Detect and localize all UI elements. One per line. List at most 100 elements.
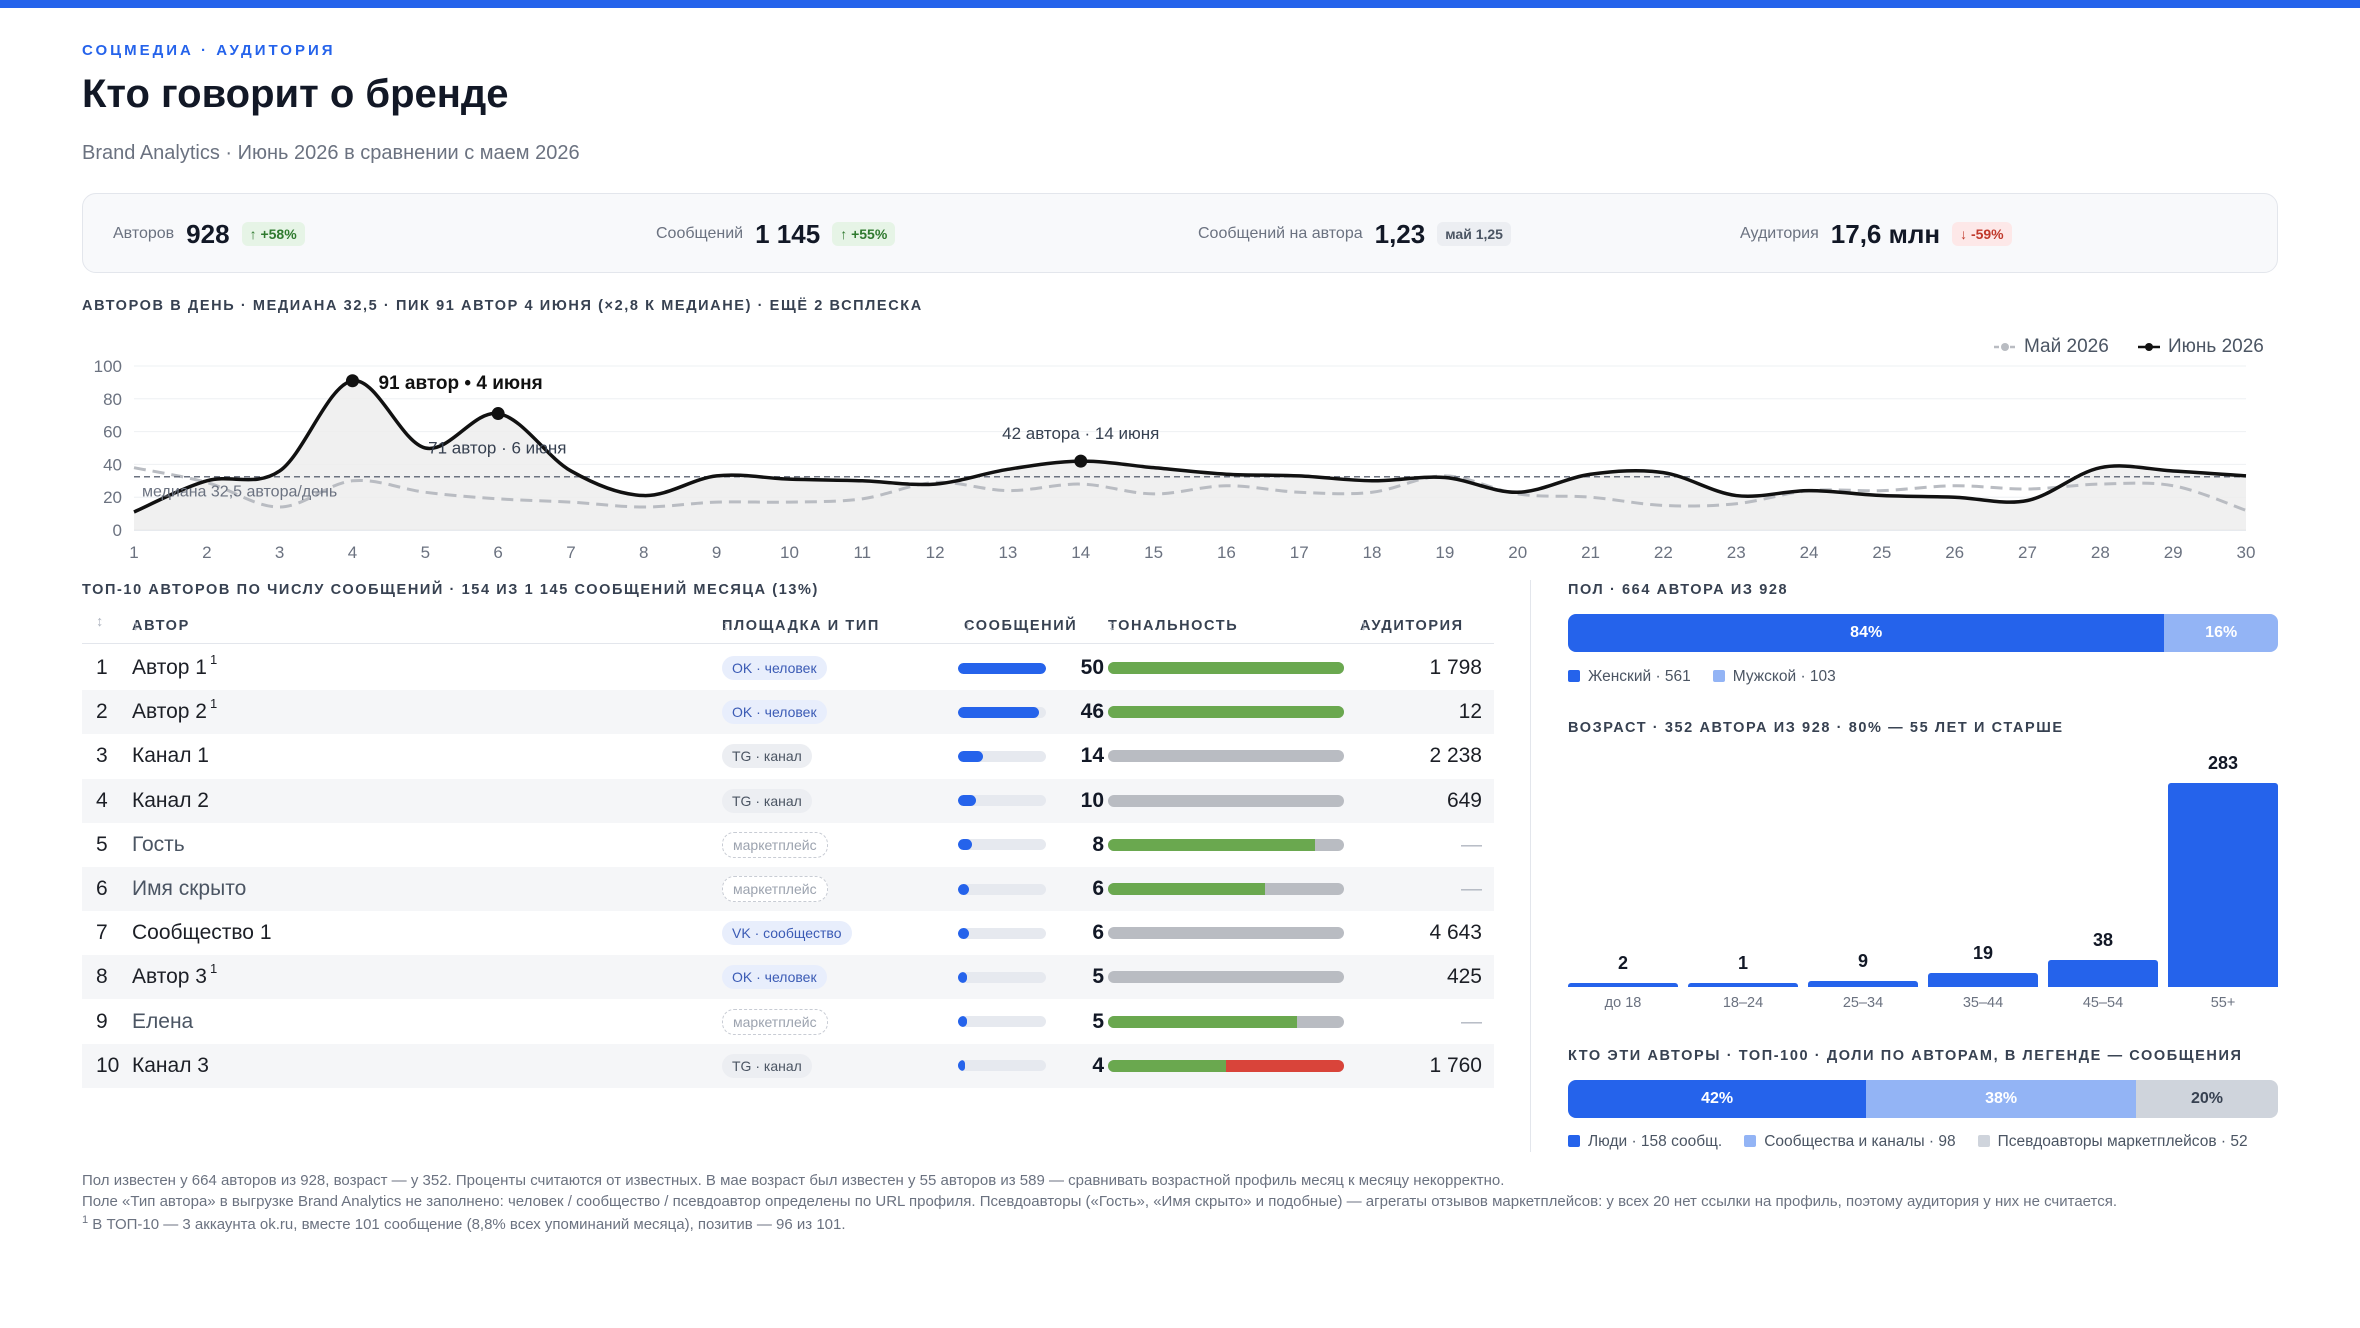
table-row[interactable]: 4 Канал 2 TG · канал 10 649 (82, 778, 1494, 823)
x-tick-label: 11 (853, 543, 871, 562)
gender-heading: ПОЛ · 664 АВТОРА ИЗ 928 (1568, 582, 1789, 598)
legend-june: Июнь 2026 (2138, 336, 2264, 358)
row-rank: 9 (96, 1009, 108, 1033)
kpi-messages: Сообщений 1 145 ↑ +55% (656, 194, 896, 274)
row-messages-bar (958, 911, 1046, 955)
x-tick-label: 16 (1217, 543, 1236, 562)
table-row[interactable]: 2 Автор 2 1 OK · человек 46 12 (82, 690, 1494, 735)
x-tick-label: 5 (421, 543, 430, 562)
peak-point (345, 374, 359, 388)
table-row[interactable]: 8 Автор 3 1 OK · человек 5 425 (82, 955, 1494, 1000)
row-platform: TG · канал (722, 779, 812, 823)
x-tick-label: 26 (1945, 543, 1964, 562)
sort-icon[interactable]: ↕ (96, 614, 104, 630)
row-tone-bar (1108, 1044, 1344, 1088)
row-rank: 8 (96, 965, 108, 989)
row-audience: 1 798 (1429, 656, 1482, 679)
row-messages: 6 (1092, 877, 1104, 900)
row-messages: 10 (1080, 788, 1104, 812)
y-tick-label: 60 (103, 423, 122, 442)
page-title: Кто говорит о бренде (82, 72, 509, 116)
gender-stack-bar: 84% 16% (1568, 614, 2278, 652)
x-tick-label: 19 (1435, 543, 1454, 562)
row-tone-bar (1108, 1000, 1344, 1044)
median-annotation: медиана 32,5 автора/день (142, 484, 337, 501)
peak-point (491, 407, 505, 421)
row-platform: маркетплейс (722, 1000, 828, 1044)
table-header: ↕ АВТОР ↕ ПЛОЩАДКА И ТИП ↕ СООБЩЕНИЙ ↕ Т… (82, 610, 1494, 644)
types-legend: Люди · 158 сообщ. Сообщества и каналы · … (1568, 1133, 2248, 1151)
kpi-label: Авторов (113, 225, 175, 242)
row-tone-bar (1108, 823, 1344, 867)
x-tick-label: 10 (780, 543, 799, 562)
kpi-value: 1,23 (1374, 218, 1426, 249)
age-bar (1568, 983, 1678, 987)
types-people-segment: 42% (1568, 1080, 1867, 1118)
row-platform: маркетплейс (722, 823, 828, 867)
kpi-messages-per-author: Сообщений на автора 1,23 май 1,25 (1198, 194, 1511, 274)
table-row[interactable]: 9 Елена маркетплейс 5 — (82, 1000, 1494, 1044)
x-tick-label: 28 (2091, 543, 2110, 562)
row-rank: 4 (96, 788, 108, 812)
platform-tag: OK · человек (722, 700, 827, 725)
row-tone-bar (1108, 779, 1344, 823)
table-row[interactable]: 3 Канал 1 TG · канал 14 2 238 (82, 734, 1494, 778)
age-value-label: 1 (1737, 953, 1748, 973)
row-tone-bar (1108, 911, 1344, 955)
kpi-value: 928 (186, 218, 230, 249)
kpi-audience: Аудитория 17,6 млн ↓ -59% (1740, 194, 2012, 274)
row-author: Гость (132, 832, 185, 856)
row-messages-bar (958, 646, 1046, 690)
peak-point (1074, 454, 1088, 468)
x-tick-label: 18 (1363, 543, 1382, 562)
platform-tag: VK · сообщество (722, 921, 852, 946)
platform-tag: маркетплейс (722, 1008, 828, 1035)
table-row[interactable]: 5 Гость маркетплейс 8 — (82, 823, 1494, 867)
platform-tag: TG · канал (722, 744, 812, 769)
row-rank: 2 (96, 700, 108, 724)
table-row[interactable]: 10 Канал 3 TG · канал 4 1 760 (82, 1043, 1494, 1088)
legend-people: Люди · 158 сообщ. (1568, 1133, 1722, 1151)
top-authors-heading: ТОП-10 АВТОРОВ ПО ЧИСЛУ СООБЩЕНИЙ · 154 … (82, 582, 819, 598)
platform-tag: TG · канал (722, 788, 812, 813)
x-tick-label: 4 (348, 543, 357, 562)
x-tick-label: 14 (1071, 543, 1090, 562)
row-messages-bar (958, 955, 1046, 999)
gender-legend: Женский · 561 Мужской · 103 (1568, 668, 1836, 686)
row-author: Канал 3 (132, 1053, 209, 1077)
age-value-label: 19 (1972, 943, 1994, 964)
kpi-delta-badge: май 1,25 (1437, 222, 1511, 246)
table-row[interactable]: 7 Сообщество 1 VK · сообщество 6 4 643 (82, 911, 1494, 955)
kpi-delta-badge: ↑ +58% (241, 222, 305, 246)
legend-male: Мужской · 103 (1712, 668, 1836, 686)
legend-may-label: Май 2026 (2024, 336, 2109, 357)
row-messages-bar (958, 1000, 1046, 1044)
row-rank: 3 (96, 744, 108, 768)
june-series-line (133, 379, 2247, 514)
table-row[interactable]: 1 Автор 1 1 OK · человек 50 1 798 (82, 646, 1494, 690)
platform-tag: OK · человек (722, 965, 827, 990)
row-audience: 1 760 (1429, 1053, 1482, 1077)
row-author: Сообщество 1 (132, 921, 272, 945)
row-audience: 4 643 (1429, 921, 1482, 945)
x-tick-label: 2 (202, 543, 211, 562)
legend-may-marker (1994, 343, 2016, 351)
kpi-authors: Авторов 928 ↑ +58% (113, 194, 305, 274)
x-tick-label: 21 (1581, 543, 1600, 562)
x-tick-label: 20 (1508, 543, 1527, 562)
row-audience: 2 238 (1429, 744, 1482, 768)
table-row[interactable]: 6 Имя скрыто маркетплейс 6 — (82, 867, 1494, 911)
row-tone-bar (1108, 646, 1344, 690)
age-bar (2048, 959, 2158, 987)
age-bar (1928, 973, 2038, 987)
row-messages: 5 (1092, 965, 1104, 989)
footnote-2: Поле «Тип автора» в выгрузке Brand Analy… (82, 1193, 2117, 1210)
row-rank: 5 (96, 832, 108, 856)
row-tone-bar (1108, 955, 1344, 999)
legend-communities: Сообщества и каналы · 98 (1744, 1133, 1956, 1151)
row-tone-bar (1108, 867, 1344, 911)
row-rank: 1 (96, 656, 108, 679)
row-author: Имя скрыто (132, 877, 247, 900)
row-messages: 14 (1080, 744, 1104, 768)
